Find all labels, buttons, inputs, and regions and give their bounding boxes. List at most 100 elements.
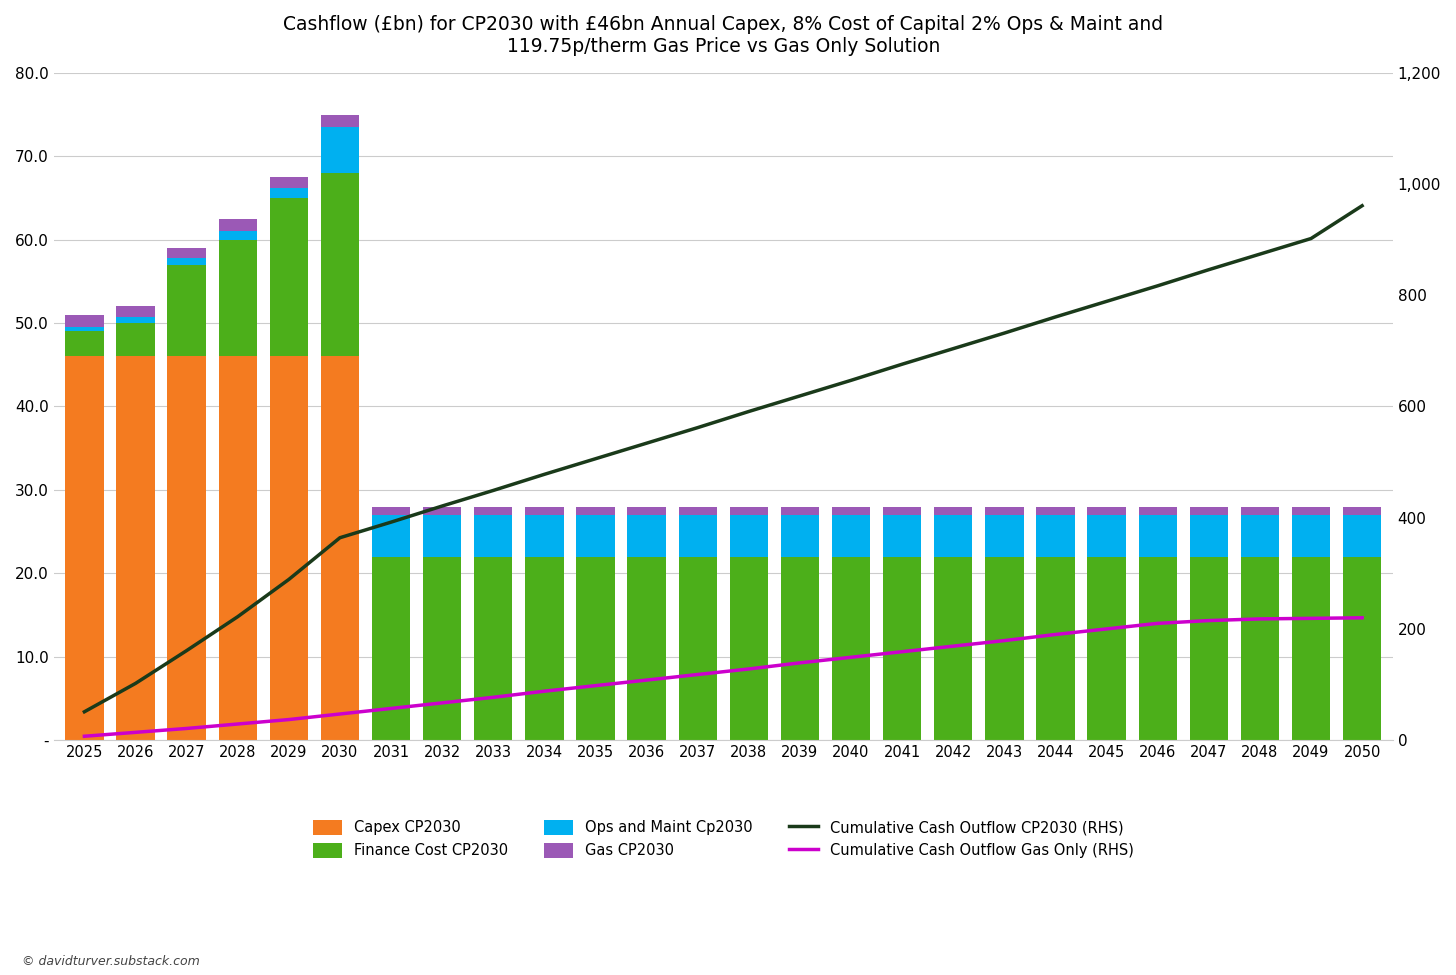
Bar — [66, 357, 103, 740]
Cumulative Cash Outflow CP2030 (RHS) — [791, 390, 808, 402]
Cumulative Cash Outflow Gas Only (RHS) — [536, 685, 553, 697]
Bar — [780, 515, 820, 557]
Bar — [1088, 515, 1125, 557]
Cumulative Cash Outflow Gas Only (RHS) — [689, 669, 706, 681]
Cumulative Cash Outflow CP2030 (RHS) — [331, 532, 348, 544]
Cumulative Cash Outflow CP2030 (RHS) — [1200, 264, 1217, 276]
Bar — [526, 507, 563, 515]
Bar — [1037, 515, 1075, 557]
Bar — [935, 507, 973, 515]
Bar — [371, 507, 411, 515]
Cumulative Cash Outflow Gas Only (RHS) — [842, 651, 859, 663]
Cumulative Cash Outflow CP2030 (RHS) — [1302, 233, 1319, 245]
Bar — [831, 557, 871, 740]
Bar — [526, 557, 563, 740]
Cumulative Cash Outflow Gas Only (RHS) — [638, 675, 655, 686]
Bar — [729, 507, 767, 515]
Bar — [1190, 515, 1227, 557]
Cumulative Cash Outflow CP2030 (RHS) — [1098, 295, 1115, 307]
Cumulative Cash Outflow Gas Only (RHS) — [331, 708, 348, 720]
Bar — [1139, 507, 1176, 515]
Cumulative Cash Outflow Gas Only (RHS) — [996, 635, 1013, 646]
Cumulative Cash Outflow CP2030 (RHS) — [842, 374, 859, 386]
Bar — [320, 357, 360, 740]
Cumulative Cash Outflow Gas Only (RHS) — [127, 726, 144, 738]
Bar — [116, 323, 154, 357]
Bar — [66, 332, 103, 357]
Cumulative Cash Outflow CP2030 (RHS) — [1149, 280, 1166, 292]
Bar — [831, 507, 871, 515]
Bar — [66, 315, 103, 328]
Bar — [577, 557, 614, 740]
Cumulative Cash Outflow Gas Only (RHS) — [229, 719, 246, 730]
Cumulative Cash Outflow CP2030 (RHS) — [945, 343, 962, 355]
Bar — [882, 507, 922, 515]
Bar — [882, 557, 922, 740]
Cumulative Cash Outflow CP2030 (RHS) — [996, 328, 1013, 339]
Bar — [1037, 507, 1075, 515]
Bar — [269, 198, 309, 357]
Cumulative Cash Outflow CP2030 (RHS) — [587, 453, 604, 465]
Bar — [628, 507, 665, 515]
Cumulative Cash Outflow CP2030 (RHS) — [1251, 249, 1268, 260]
Bar — [269, 177, 309, 188]
Bar — [986, 507, 1024, 515]
Bar — [424, 557, 462, 740]
Bar — [66, 328, 103, 332]
Bar — [116, 357, 154, 740]
Line: Cumulative Cash Outflow Gas Only (RHS): Cumulative Cash Outflow Gas Only (RHS) — [84, 618, 1363, 736]
Cumulative Cash Outflow Gas Only (RHS) — [945, 641, 962, 652]
Bar — [167, 258, 205, 264]
Cumulative Cash Outflow Gas Only (RHS) — [1251, 613, 1268, 625]
Bar — [1190, 507, 1227, 515]
Line: Cumulative Cash Outflow CP2030 (RHS): Cumulative Cash Outflow CP2030 (RHS) — [84, 206, 1363, 712]
Bar — [729, 557, 767, 740]
Cumulative Cash Outflow Gas Only (RHS) — [1200, 614, 1217, 626]
Cumulative Cash Outflow Gas Only (RHS) — [1149, 617, 1166, 629]
Cumulative Cash Outflow CP2030 (RHS) — [638, 438, 655, 449]
Cumulative Cash Outflow Gas Only (RHS) — [485, 691, 502, 703]
Cumulative Cash Outflow CP2030 (RHS) — [1354, 200, 1372, 212]
Bar — [475, 507, 513, 515]
Cumulative Cash Outflow Gas Only (RHS) — [894, 645, 911, 657]
Bar — [116, 306, 154, 317]
Cumulative Cash Outflow CP2030 (RHS) — [740, 406, 757, 417]
Cumulative Cash Outflow CP2030 (RHS) — [536, 468, 553, 480]
Bar — [1342, 515, 1382, 557]
Bar — [371, 515, 411, 557]
Bar — [167, 248, 205, 258]
Bar — [678, 507, 716, 515]
Bar — [577, 515, 614, 557]
Bar — [729, 515, 767, 557]
Cumulative Cash Outflow CP2030 (RHS) — [229, 610, 246, 622]
Bar — [320, 114, 360, 127]
Bar — [1088, 507, 1125, 515]
Bar — [1241, 557, 1278, 740]
Cumulative Cash Outflow Gas Only (RHS) — [383, 703, 400, 715]
Bar — [218, 218, 256, 231]
Cumulative Cash Outflow Gas Only (RHS) — [434, 697, 451, 709]
Bar — [218, 240, 256, 357]
Bar — [320, 127, 360, 173]
Bar — [628, 557, 665, 740]
Cumulative Cash Outflow Gas Only (RHS) — [1302, 612, 1319, 624]
Bar — [935, 557, 973, 740]
Bar — [475, 557, 513, 740]
Cumulative Cash Outflow Gas Only (RHS) — [1047, 629, 1064, 641]
Bar — [1342, 507, 1382, 515]
Bar — [1342, 557, 1382, 740]
Bar — [1241, 515, 1278, 557]
Bar — [935, 515, 973, 557]
Cumulative Cash Outflow CP2030 (RHS) — [894, 359, 911, 370]
Cumulative Cash Outflow Gas Only (RHS) — [587, 680, 604, 691]
Bar — [678, 515, 716, 557]
Bar — [628, 515, 665, 557]
Cumulative Cash Outflow Gas Only (RHS) — [740, 663, 757, 675]
Bar — [1139, 515, 1176, 557]
Cumulative Cash Outflow Gas Only (RHS) — [1354, 612, 1372, 624]
Bar — [218, 231, 256, 240]
Bar — [371, 557, 411, 740]
Cumulative Cash Outflow CP2030 (RHS) — [280, 573, 297, 585]
Bar — [1291, 557, 1331, 740]
Cumulative Cash Outflow Gas Only (RHS) — [280, 714, 297, 725]
